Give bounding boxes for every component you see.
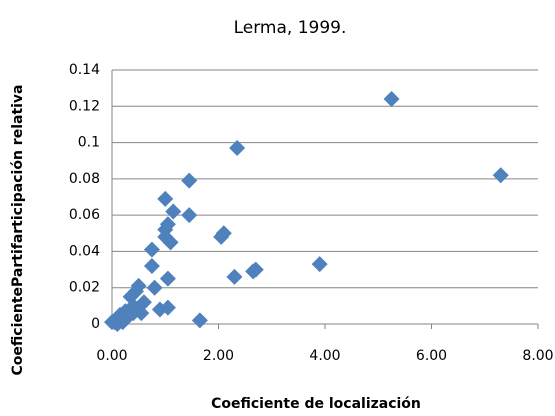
point [157, 228, 174, 245]
point [181, 207, 198, 224]
point [245, 263, 262, 280]
point [492, 167, 509, 184]
point [127, 283, 144, 300]
point [151, 301, 168, 318]
x-tick-label: 8.00 [522, 348, 553, 364]
point [165, 203, 182, 220]
point [311, 256, 328, 273]
chart-title: Lerma, 1999. [234, 18, 347, 38]
point [181, 172, 198, 189]
point [191, 312, 208, 329]
point [114, 314, 131, 331]
x-tick-label: 0.00 [96, 348, 127, 364]
point [143, 241, 160, 258]
point [146, 279, 163, 296]
y-axis-label: CoeficientePartifarticipación relativa [10, 84, 26, 375]
point [383, 91, 400, 108]
point [143, 257, 160, 274]
y-tick-label: 0.04 [69, 243, 100, 259]
y-tick-label: 0.12 [69, 98, 100, 114]
x-tick-label: 6.00 [416, 348, 447, 364]
y-tick-label: 0.14 [69, 62, 100, 78]
point [159, 270, 176, 287]
point [226, 268, 243, 285]
y-tick-label: 0 [91, 316, 100, 332]
y-tick-label: 0.08 [69, 171, 100, 187]
x-axis-label: Coeficiente de localización [211, 396, 421, 412]
y-tick-label: 0.06 [69, 207, 100, 223]
y-tick-label: 0.02 [69, 280, 100, 296]
x-tick-label: 2.00 [203, 348, 234, 364]
point [157, 190, 174, 207]
x-tick-label: 4.00 [309, 348, 340, 364]
point [229, 140, 246, 157]
point [215, 225, 232, 242]
point [125, 305, 142, 322]
y-tick-label: 0.1 [78, 135, 100, 151]
